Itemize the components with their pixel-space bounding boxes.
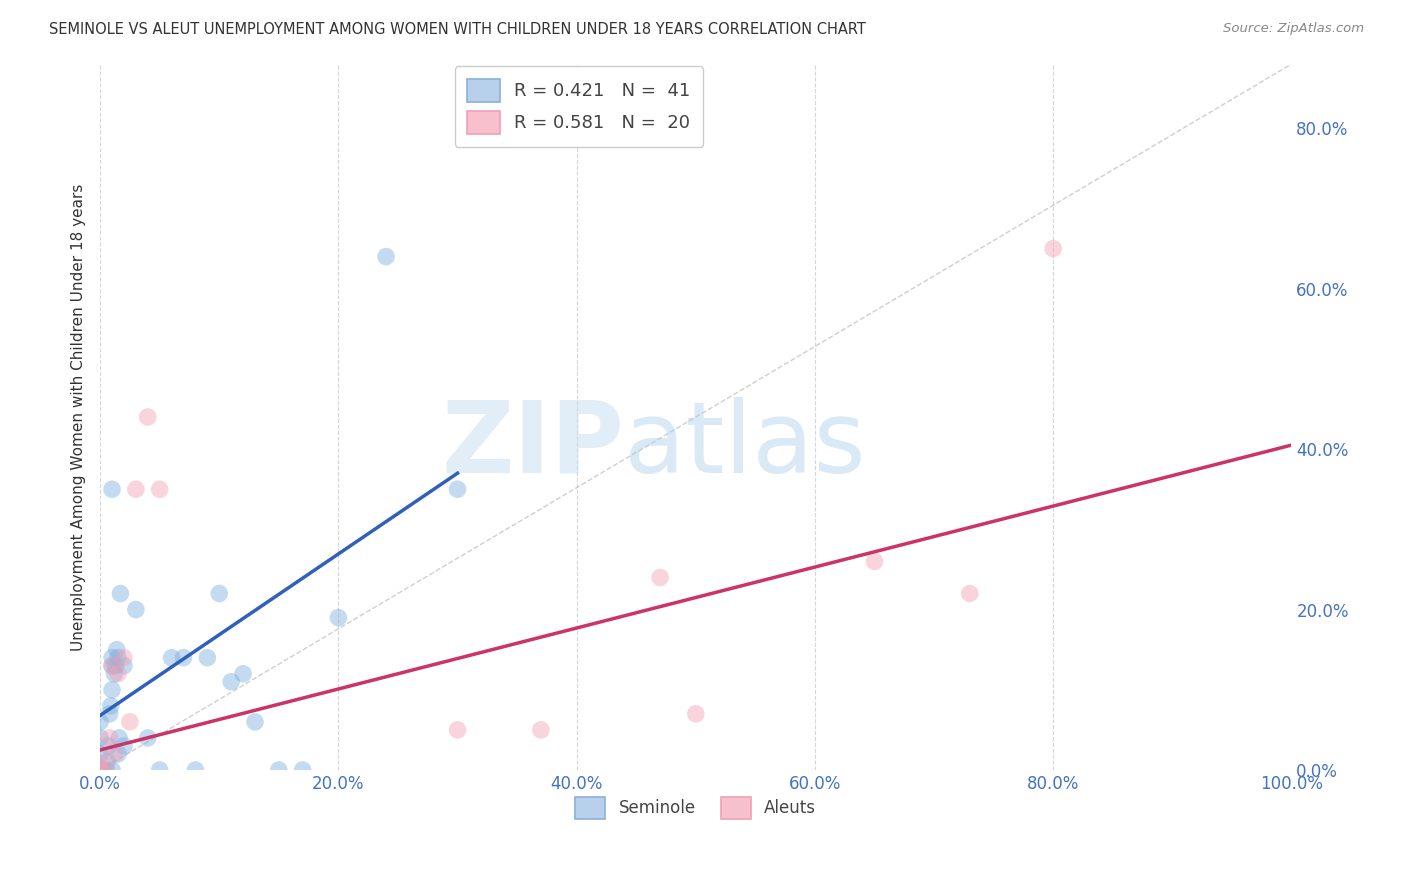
Point (107, 747, 129, 761)
Point (101, 658, 124, 673)
Point (98, 731, 121, 745)
Point (107, 650, 129, 665)
Point (101, 650, 124, 665)
Point (103, 747, 125, 761)
Point (232, 666, 254, 681)
Point (89, 755, 111, 769)
Point (125, 602, 148, 616)
Point (89, 731, 111, 745)
Point (112, 650, 135, 665)
Y-axis label: Unemployment Among Women with Children Under 18 years: Unemployment Among Women with Children U… (72, 184, 86, 651)
Point (107, 666, 129, 681)
Point (291, 763, 314, 777)
Point (959, 586, 981, 600)
Point (100, 698, 122, 713)
Point (125, 482, 148, 496)
Point (208, 586, 231, 600)
Point (112, 739, 135, 753)
Point (219, 674, 242, 689)
Point (685, 706, 707, 721)
Point (89, 763, 111, 777)
Point (96, 755, 118, 769)
Point (103, 666, 125, 681)
Text: ZIP: ZIP (441, 397, 624, 494)
Point (648, 570, 671, 584)
Point (446, 723, 468, 737)
Point (136, 410, 159, 425)
Point (160, 650, 183, 665)
Point (118, 714, 141, 729)
Text: SEMINOLE VS ALEUT UNEMPLOYMENT AMONG WOMEN WITH CHILDREN UNDER 18 YEARS CORRELAT: SEMINOLE VS ALEUT UNEMPLOYMENT AMONG WOM… (49, 22, 866, 37)
Point (530, 723, 553, 737)
Point (89, 763, 111, 777)
Point (89, 763, 111, 777)
Point (94, 763, 117, 777)
Point (101, 658, 124, 673)
Point (94, 763, 117, 777)
Point (112, 658, 135, 673)
Point (98, 706, 121, 721)
Point (105, 642, 128, 657)
Point (195, 650, 218, 665)
Point (173, 650, 195, 665)
Point (136, 731, 159, 745)
Point (149, 763, 172, 777)
Point (328, 610, 350, 624)
Point (89, 714, 111, 729)
Point (89, 747, 111, 761)
Point (243, 714, 266, 729)
Point (1042, 242, 1064, 256)
Text: Source: ZipAtlas.com: Source: ZipAtlas.com (1223, 22, 1364, 36)
Point (89, 763, 111, 777)
Legend: Seminole, Aleuts: Seminole, Aleuts (569, 790, 823, 825)
Point (446, 482, 468, 496)
Point (104, 658, 127, 673)
Point (101, 763, 124, 777)
Text: atlas: atlas (624, 397, 866, 494)
Point (101, 682, 124, 697)
Point (108, 731, 131, 745)
Point (110, 586, 132, 600)
Point (101, 482, 124, 496)
Point (267, 763, 290, 777)
Point (97, 739, 120, 753)
Point (375, 250, 398, 264)
Point (184, 763, 207, 777)
Point (89, 763, 111, 777)
Point (863, 554, 886, 568)
Point (149, 482, 172, 496)
